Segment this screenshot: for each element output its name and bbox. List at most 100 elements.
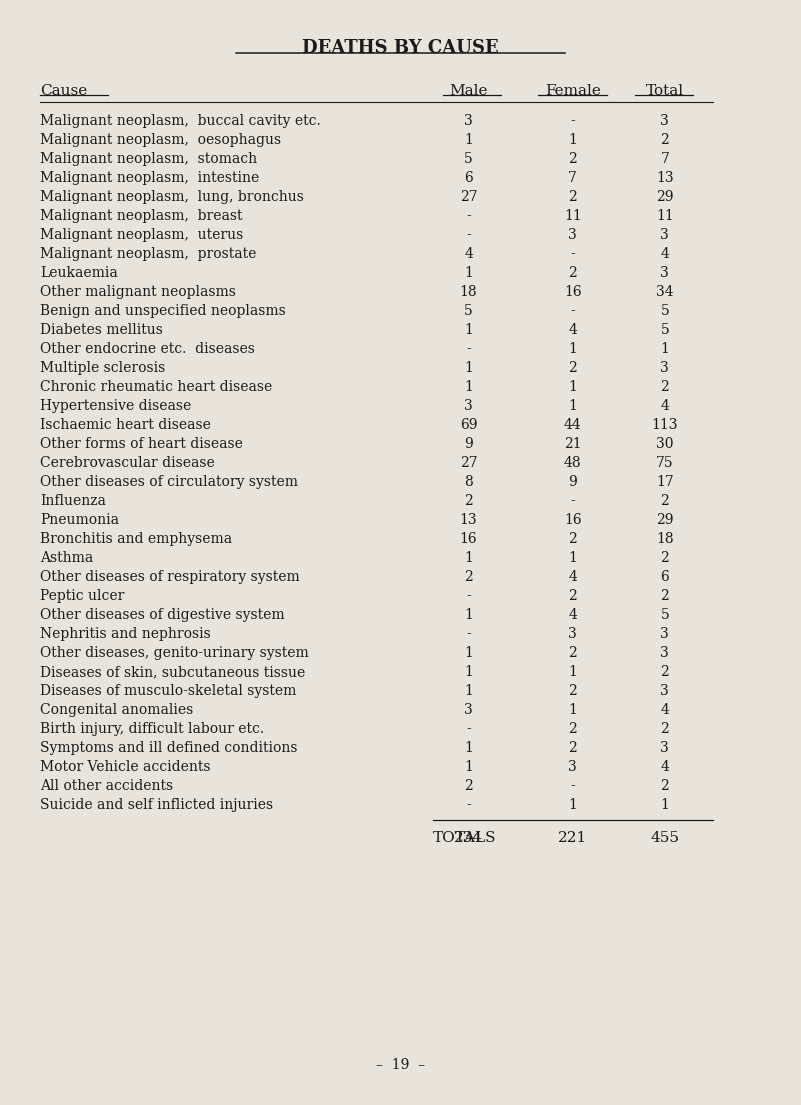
- Text: Motor Vehicle accidents: Motor Vehicle accidents: [40, 760, 211, 773]
- Text: Malignant neoplasm,  oesophagus: Malignant neoplasm, oesophagus: [40, 133, 281, 147]
- Text: 7: 7: [660, 151, 670, 166]
- Text: 29: 29: [656, 513, 674, 527]
- Text: 75: 75: [656, 456, 674, 470]
- Text: TOTALS: TOTALS: [433, 831, 496, 845]
- Text: 2: 2: [569, 684, 577, 698]
- Text: 2: 2: [661, 380, 669, 393]
- Text: 9: 9: [569, 475, 577, 488]
- Text: 4: 4: [660, 399, 670, 413]
- Text: -: -: [466, 341, 471, 356]
- Text: 2: 2: [569, 266, 577, 280]
- Text: 1: 1: [568, 380, 578, 393]
- Text: 1: 1: [464, 684, 473, 698]
- Text: 1: 1: [568, 798, 578, 812]
- Text: 13: 13: [656, 171, 674, 185]
- Text: Malignant neoplasm,  uterus: Malignant neoplasm, uterus: [40, 228, 244, 242]
- Text: -: -: [466, 228, 471, 242]
- Text: Leukaemia: Leukaemia: [40, 266, 118, 280]
- Text: Birth injury, difficult labour etc.: Birth injury, difficult labour etc.: [40, 722, 264, 736]
- Text: Diseases of musculo-skeletal system: Diseases of musculo-skeletal system: [40, 684, 296, 698]
- Text: 3: 3: [569, 228, 577, 242]
- Text: 27: 27: [460, 190, 477, 203]
- Text: 113: 113: [651, 418, 678, 432]
- Text: 221: 221: [558, 831, 587, 845]
- Text: –  19  –: – 19 –: [376, 1057, 425, 1072]
- Text: Other diseases, genito-urinary system: Other diseases, genito-urinary system: [40, 646, 309, 660]
- Text: Malignant neoplasm,  prostate: Malignant neoplasm, prostate: [40, 246, 256, 261]
- Text: 3: 3: [661, 114, 669, 128]
- Text: 1: 1: [464, 760, 473, 773]
- Text: 17: 17: [656, 475, 674, 488]
- Text: Other endocrine etc.  diseases: Other endocrine etc. diseases: [40, 341, 255, 356]
- Text: Asthma: Asthma: [40, 551, 93, 565]
- Text: Female: Female: [545, 84, 601, 98]
- Text: 5: 5: [661, 304, 669, 318]
- Text: 1: 1: [568, 133, 578, 147]
- Text: Chronic rheumatic heart disease: Chronic rheumatic heart disease: [40, 380, 272, 393]
- Text: Diabetes mellitus: Diabetes mellitus: [40, 323, 163, 337]
- Text: 5: 5: [465, 151, 473, 166]
- Text: 2: 2: [569, 151, 577, 166]
- Text: 1: 1: [464, 361, 473, 375]
- Text: 1: 1: [464, 266, 473, 280]
- Text: 455: 455: [650, 831, 679, 845]
- Text: 44: 44: [564, 418, 582, 432]
- Text: 3: 3: [661, 684, 669, 698]
- Text: 2: 2: [465, 570, 473, 583]
- Text: Symptoms and ill defined conditions: Symptoms and ill defined conditions: [40, 741, 297, 755]
- Text: 48: 48: [564, 456, 582, 470]
- Text: 13: 13: [460, 513, 477, 527]
- Text: -: -: [466, 589, 471, 603]
- Text: 4: 4: [660, 703, 670, 717]
- Text: 3: 3: [661, 646, 669, 660]
- Text: 9: 9: [465, 436, 473, 451]
- Text: Other malignant neoplasms: Other malignant neoplasms: [40, 285, 236, 298]
- Text: 1: 1: [464, 380, 473, 393]
- Text: 5: 5: [465, 304, 473, 318]
- Text: -: -: [570, 304, 575, 318]
- Text: 6: 6: [465, 171, 473, 185]
- Text: 3: 3: [661, 741, 669, 755]
- Text: 1: 1: [464, 551, 473, 565]
- Text: 16: 16: [460, 532, 477, 546]
- Text: 1: 1: [464, 646, 473, 660]
- Text: 1: 1: [568, 341, 578, 356]
- Text: 2: 2: [661, 133, 669, 147]
- Text: Malignant neoplasm,  intestine: Malignant neoplasm, intestine: [40, 171, 260, 185]
- Text: Male: Male: [449, 84, 488, 98]
- Text: 2: 2: [569, 741, 577, 755]
- Text: 21: 21: [564, 436, 582, 451]
- Text: 3: 3: [661, 627, 669, 641]
- Text: 1: 1: [464, 323, 473, 337]
- Text: 1: 1: [464, 665, 473, 678]
- Text: 2: 2: [569, 532, 577, 546]
- Text: Other forms of heart disease: Other forms of heart disease: [40, 436, 243, 451]
- Text: -: -: [570, 246, 575, 261]
- Text: Cerebrovascular disease: Cerebrovascular disease: [40, 456, 215, 470]
- Text: 3: 3: [569, 760, 577, 773]
- Text: 1: 1: [464, 133, 473, 147]
- Text: Peptic ulcer: Peptic ulcer: [40, 589, 124, 603]
- Text: -: -: [570, 114, 575, 128]
- Text: 1: 1: [464, 741, 473, 755]
- Text: 3: 3: [661, 266, 669, 280]
- Text: 2: 2: [569, 589, 577, 603]
- Text: 1: 1: [660, 341, 670, 356]
- Text: 1: 1: [660, 798, 670, 812]
- Text: 1: 1: [464, 608, 473, 622]
- Text: Pneumonia: Pneumonia: [40, 513, 119, 527]
- Text: 2: 2: [569, 361, 577, 375]
- Text: -: -: [466, 209, 471, 223]
- Text: 3: 3: [465, 399, 473, 413]
- Text: Other diseases of respiratory system: Other diseases of respiratory system: [40, 570, 300, 583]
- Text: -: -: [466, 798, 471, 812]
- Text: 4: 4: [568, 608, 578, 622]
- Text: 1: 1: [568, 551, 578, 565]
- Text: 16: 16: [564, 513, 582, 527]
- Text: Diseases of skin, subcutaneous tissue: Diseases of skin, subcutaneous tissue: [40, 665, 305, 678]
- Text: Suicide and self inflicted injuries: Suicide and self inflicted injuries: [40, 798, 273, 812]
- Text: 2: 2: [661, 494, 669, 508]
- Text: DEATHS BY CAUSE: DEATHS BY CAUSE: [302, 39, 499, 56]
- Text: 4: 4: [660, 246, 670, 261]
- Text: Total: Total: [646, 84, 684, 98]
